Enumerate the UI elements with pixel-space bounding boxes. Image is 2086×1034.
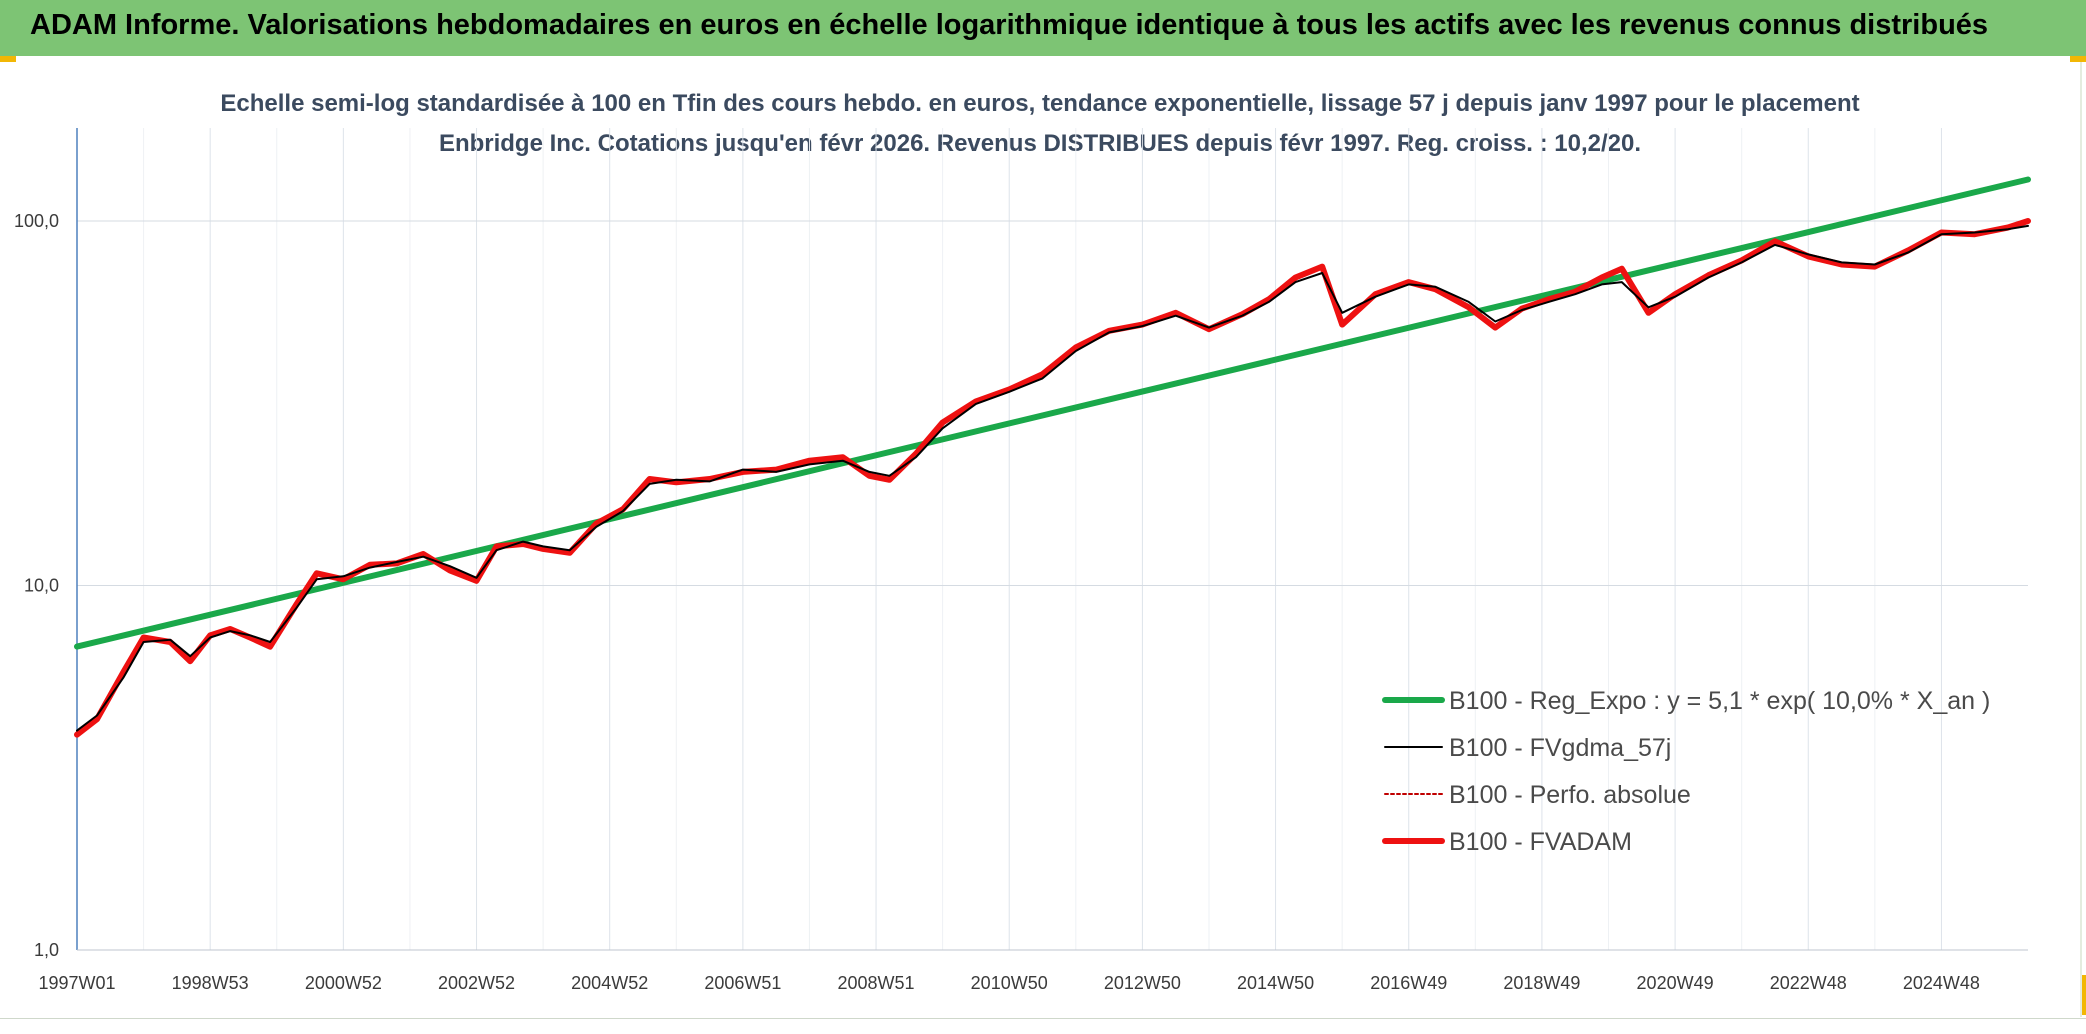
y-tick-label: 10,0 [24, 576, 59, 596]
corner-marker-top-left [0, 56, 16, 62]
legend-label: B100 - FVgdma_57j [1449, 734, 1671, 762]
y-tick-label: 100,0 [14, 211, 59, 231]
header-bar [0, 0, 2086, 56]
x-tick-label: 2024W48 [1903, 973, 1980, 993]
x-tick-label: 2004W52 [571, 973, 648, 993]
series-line-reg-expo [74, 176, 2031, 650]
x-tick-label: 2008W51 [838, 973, 915, 993]
x-tick-label: 2006W51 [704, 973, 781, 993]
corner-marker-top-right [2070, 56, 2086, 62]
y-tick-label: 1,0 [34, 940, 59, 960]
x-tick-label: 2002W52 [438, 973, 515, 993]
page-title: ADAM Informe. Valorisations hebdomadaire… [30, 9, 1989, 41]
x-tick-label: 2014W50 [1237, 973, 1314, 993]
x-tick-label: 2020W49 [1637, 973, 1714, 993]
corner-marker-bottom-right [2080, 975, 2086, 1015]
frame-right-border [2080, 62, 2082, 1017]
x-tick-label: 2016W49 [1370, 973, 1447, 993]
x-tick-label: 2012W50 [1104, 973, 1181, 993]
x-tick-label: 2022W48 [1770, 973, 1847, 993]
x-tick-label: 2000W52 [305, 973, 382, 993]
chart-title: Echelle semi-log standardisée à 100 en T… [220, 90, 1860, 157]
x-tick-label: 1998W53 [172, 973, 249, 993]
legend-label: B100 - Reg_Expo : y = 5,1 * exp( 10,0% *… [1449, 687, 1990, 715]
x-tick-label: 1997W01 [38, 973, 115, 993]
series-line-fvgdma [76, 224, 2029, 732]
legend-label: B100 - Perfo. absolue [1449, 781, 1691, 809]
x-tick-label: 2010W50 [971, 973, 1048, 993]
legend-label: B100 - FVADAM [1449, 828, 1632, 856]
series-line-fvadam [74, 218, 2031, 738]
frame-bottom-border [0, 1018, 2086, 1034]
x-tick-label: 2018W49 [1503, 973, 1580, 993]
